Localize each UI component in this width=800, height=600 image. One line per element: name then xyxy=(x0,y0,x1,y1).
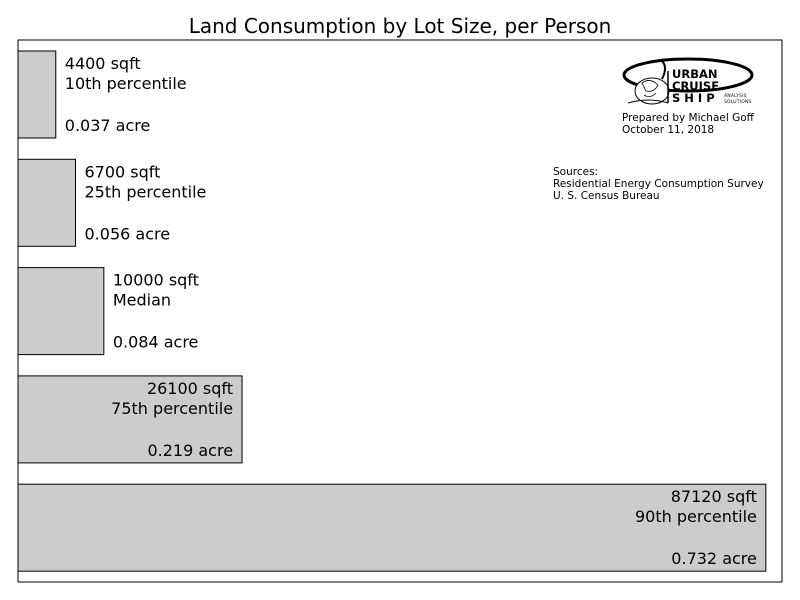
urban-cruise-ship-logo: URBAN CRUISE S H I P ANALYSIS SOLUTIONS xyxy=(622,57,757,109)
bar xyxy=(17,375,243,464)
sources-line-census: U. S. Census Bureau xyxy=(553,190,660,202)
bar-acre-label: 0.084 acre xyxy=(113,333,199,352)
bar xyxy=(17,50,57,139)
bar-acre-label: 0.056 acre xyxy=(85,224,171,243)
bar-category-label: 10th percentile xyxy=(65,74,187,93)
bar-value-label: 10000 sqft xyxy=(113,271,199,290)
chart-title: Land Consumption by Lot Size, per Person xyxy=(188,14,612,38)
logo-word-cruise: CRUISE xyxy=(672,79,720,93)
bar-acre-label: 0.219 acre xyxy=(147,441,233,460)
sources-heading: Sources: xyxy=(553,166,599,178)
bar xyxy=(17,483,767,572)
bar-category-label: 90th percentile xyxy=(635,507,757,526)
logo-tag-analysis: ANALYSIS xyxy=(724,94,747,99)
bar xyxy=(17,158,77,247)
credit-block: Prepared by Michael Goff October 11, 201… xyxy=(622,112,754,136)
bar-category-label: Median xyxy=(113,291,171,310)
bar-value-label: 4400 sqft xyxy=(65,54,141,73)
bar-value-label: 6700 sqft xyxy=(85,162,161,181)
credit-author: Prepared by Michael Goff xyxy=(622,112,754,124)
bar-value-label: 26100 sqft xyxy=(147,379,233,398)
bar-value-label: 87120 sqft xyxy=(671,487,757,506)
sources-line-recs: Residential Energy Consumption Survey xyxy=(553,178,764,190)
credit-date: October 11, 2018 xyxy=(622,124,715,136)
logo-word-ship: S H I P xyxy=(672,91,715,105)
bar-acre-label: 0.732 acre xyxy=(671,549,757,568)
sources-block: Sources: Residential Energy Consumption … xyxy=(553,166,764,202)
logo-graphic xyxy=(622,57,754,105)
bar-category-label: 25th percentile xyxy=(85,182,207,201)
bar xyxy=(17,267,105,356)
logo-word-urban: URBAN xyxy=(672,67,718,81)
logo-tag-solutions: SOLUTIONS xyxy=(724,100,752,105)
bar-acre-label: 0.037 acre xyxy=(65,116,151,135)
bar-category-label: 75th percentile xyxy=(111,399,233,418)
